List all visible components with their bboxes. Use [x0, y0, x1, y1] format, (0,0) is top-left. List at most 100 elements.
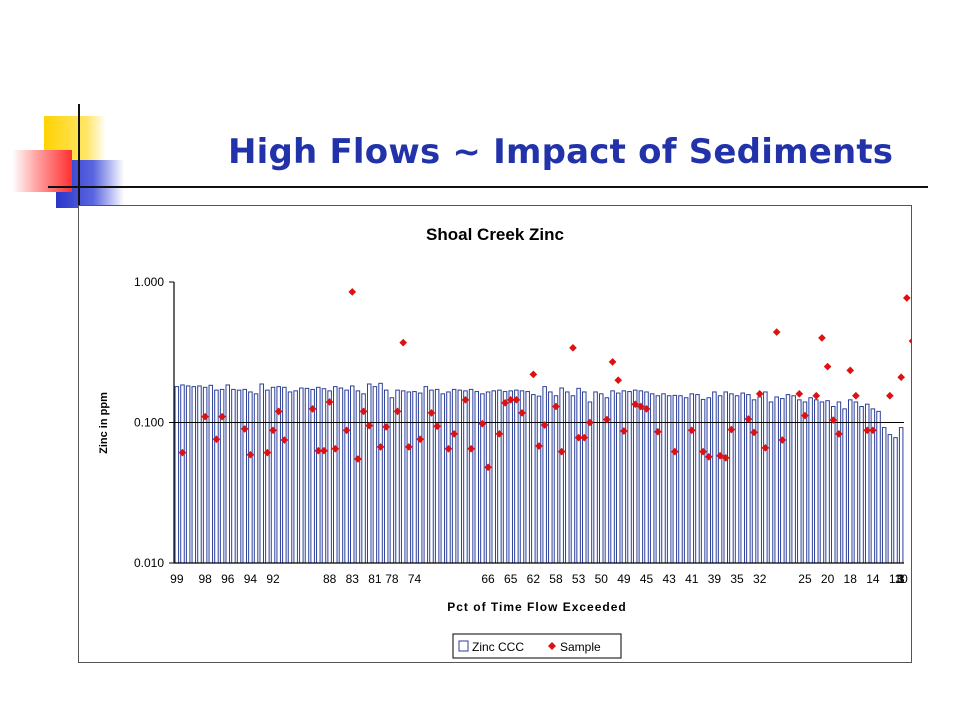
sample-marker [761, 444, 770, 452]
x-tick-label: 41 [685, 572, 699, 586]
sample-marker [637, 402, 645, 411]
sample-marker [246, 450, 255, 459]
sample-marker [608, 358, 617, 366]
sample-marker [903, 294, 911, 302]
zinc-ccc-bar [463, 390, 468, 564]
legend-box [452, 633, 622, 659]
sample-marker [484, 463, 492, 472]
sample-marker [744, 415, 753, 423]
zinc-ccc-bar [310, 388, 315, 564]
zinc-ccc-bar [412, 391, 417, 564]
zinc-ccc-bar [174, 386, 180, 564]
x-tick-label: 50 [595, 572, 609, 586]
sample-marker [716, 451, 724, 460]
zinc-ccc-bar [576, 387, 581, 564]
zinc-ccc-bar [825, 400, 830, 564]
x-tick-label: 66 [481, 572, 495, 586]
x-axis-label: Pct of Time Flow Exceeded [447, 600, 627, 614]
x-tick-label: 96 [221, 572, 235, 586]
sample-marker [308, 405, 317, 413]
sample-marker [801, 411, 809, 420]
zinc-ccc-bar [887, 434, 893, 564]
zinc-ccc-bar [270, 386, 276, 564]
zinc-ccc-bar [666, 395, 672, 564]
zinc-ccc-bar [774, 396, 779, 564]
zinc-ccc-bar [582, 391, 587, 564]
sample-marker [654, 427, 662, 436]
zinc-ccc-bar [423, 386, 429, 564]
sample-marker [405, 443, 413, 451]
zinc-ccc-bar [536, 395, 542, 564]
sample-marker [512, 396, 521, 404]
zinc-ccc-bar [565, 391, 570, 564]
zinc-ccc-bar [457, 389, 463, 564]
zinc-ccc-bar [327, 390, 332, 564]
x-tick-label: 32 [753, 572, 767, 586]
zinc-ccc-bar [406, 391, 412, 564]
sample-marker [863, 426, 872, 435]
zinc-ccc-bar [842, 408, 847, 564]
zinc-ccc-bar [231, 388, 236, 564]
y-tick-label: 0.100 [134, 416, 164, 430]
zinc-ccc-bar [514, 389, 519, 564]
zinc-ccc-bar [304, 387, 310, 564]
zinc-ccc-bar [338, 387, 344, 564]
sample-marker [427, 409, 436, 417]
sample-marker [772, 328, 781, 336]
zinc-ccc-bar [316, 386, 321, 564]
sample-marker [580, 433, 589, 442]
zinc-ccc-bar [293, 390, 298, 564]
sample-marker [642, 405, 651, 413]
sample-marker [670, 447, 679, 456]
sample-marker [467, 444, 475, 453]
zinc-ccc-bar [695, 394, 700, 564]
legend-swatch-sample [548, 642, 556, 650]
zinc-ccc-bar [898, 427, 904, 564]
zinc-ccc-bar [446, 391, 451, 564]
x-tick-label: 58 [549, 572, 563, 586]
sample-marker [574, 433, 583, 442]
zinc-ccc-bar [548, 391, 553, 564]
sample-marker [365, 421, 374, 430]
sample-marker [240, 425, 249, 433]
sample-marker [778, 436, 787, 444]
zinc-ccc-bar [383, 389, 389, 564]
sample-marker [535, 442, 543, 450]
sample-marker [212, 435, 221, 444]
x-tick-label: 3 [898, 572, 905, 586]
zinc-ccc-bar [678, 395, 683, 564]
title-underline [48, 186, 928, 188]
sample-marker [704, 452, 713, 461]
zinc-ccc-bar [248, 391, 253, 564]
x-tick-label: 92 [266, 572, 280, 586]
x-tick-label: 83 [346, 572, 360, 586]
slide-title: High Flows ~ Impact of Sediments [228, 132, 894, 172]
sample-marker [495, 430, 504, 438]
sample-marker [444, 444, 453, 453]
y-axis-label: Zinc in ppm [98, 392, 110, 454]
sample-marker [354, 455, 362, 463]
sample-marker [359, 407, 368, 416]
x-tick-label: 94 [244, 572, 258, 586]
sample-marker [433, 422, 441, 431]
zinc-ccc-bar [876, 410, 881, 564]
zinc-ccc-bar [615, 392, 621, 564]
zinc-ccc-bar [214, 389, 219, 564]
zinc-ccc-bar [570, 395, 576, 564]
zinc-ccc-bar [751, 399, 757, 564]
zinc-ccc-bar [768, 401, 774, 564]
sample-marker [908, 337, 912, 345]
zinc-ccc-bar [525, 391, 530, 564]
sample-marker [631, 400, 640, 409]
zinc-ccc-bar [700, 398, 706, 564]
zinc-ccc-bar [553, 395, 559, 564]
zinc-ccc-bar [531, 394, 536, 564]
sample-marker [376, 443, 385, 451]
y-tick-label: 1.000 [134, 275, 164, 289]
zinc-ccc-bar [485, 391, 491, 564]
sample-marker [540, 421, 549, 429]
sample-marker [178, 448, 187, 457]
zinc-ccc-bar [763, 391, 768, 564]
x-tick-label: 98 [198, 572, 212, 586]
x-tick-label: 25 [798, 572, 812, 586]
